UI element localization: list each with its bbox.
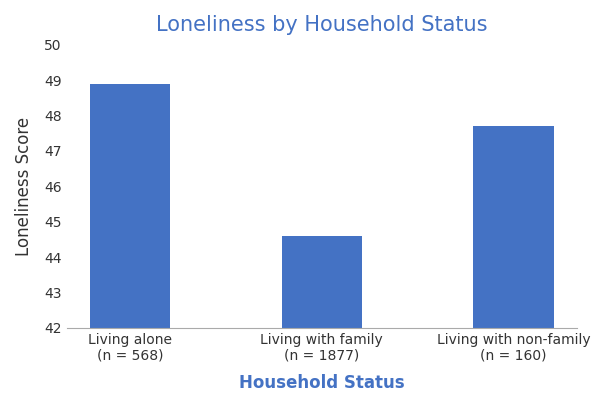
Bar	[90, 84, 170, 328]
Title: Loneliness by Household Status: Loneliness by Household Status	[156, 15, 487, 35]
X-axis label: Household Status: Household Status	[239, 374, 404, 392]
Bar	[473, 126, 554, 328]
Y-axis label: Loneliness Score: Loneliness Score	[15, 117, 33, 256]
Bar	[282, 236, 362, 328]
